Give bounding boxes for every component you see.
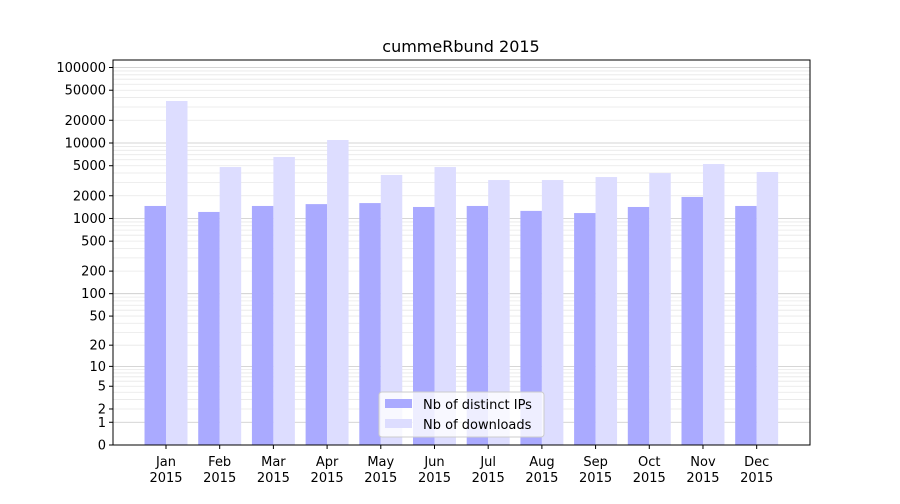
bar-downloads bbox=[380, 174, 403, 445]
bar-distinct-ips bbox=[413, 206, 435, 445]
bar-downloads bbox=[541, 180, 564, 446]
bar-downloads bbox=[327, 139, 349, 445]
y-tick-label: 20000 bbox=[65, 114, 106, 129]
y-tick-label: 50 bbox=[89, 310, 106, 325]
x-tick-label: Dec bbox=[744, 455, 769, 470]
y-tick-label: 500 bbox=[81, 235, 106, 250]
y-tick-label: 10000 bbox=[65, 136, 106, 151]
x-tick-label: 2015 bbox=[418, 471, 451, 486]
y-tick-label: 20 bbox=[89, 339, 106, 354]
bar-downloads bbox=[649, 173, 671, 446]
x-tick-label: 2015 bbox=[686, 471, 719, 486]
bar-downloads bbox=[434, 167, 456, 446]
bar-distinct-ips bbox=[251, 205, 274, 445]
y-tick-label: 5 bbox=[98, 380, 106, 395]
legend-label: Nb of downloads bbox=[423, 418, 532, 433]
y-tick-label: 2 bbox=[98, 402, 106, 417]
y-tick-label: 5000 bbox=[73, 159, 106, 174]
x-tick-label: 2015 bbox=[472, 471, 505, 486]
x-tick-label: Jun bbox=[423, 455, 444, 470]
x-tick-label: 2015 bbox=[257, 471, 290, 486]
bar-distinct-ips bbox=[574, 213, 596, 445]
x-tick-label: 2015 bbox=[740, 471, 773, 486]
bar-distinct-ips bbox=[627, 206, 650, 445]
legend-swatch bbox=[385, 419, 412, 428]
bar-distinct-ips bbox=[305, 204, 328, 445]
bar-downloads bbox=[702, 164, 725, 446]
chart-title: cummeRbund 2015 bbox=[382, 37, 539, 56]
axes-frame bbox=[112, 59, 811, 446]
bar-downloads bbox=[166, 100, 188, 445]
x-tick-label: Jan bbox=[155, 455, 176, 470]
x-tick-label: 2015 bbox=[149, 471, 182, 486]
bar-distinct-ips bbox=[466, 205, 489, 445]
legend-label: Nb of distinct IPs bbox=[423, 398, 532, 413]
x-tick-label: Jul bbox=[479, 455, 496, 470]
bar-downloads bbox=[488, 180, 510, 446]
y-tick-label: 2000 bbox=[73, 189, 106, 204]
y-tick-label: 100 bbox=[81, 287, 106, 302]
y-tick-label: 10 bbox=[89, 360, 106, 375]
legend-box bbox=[378, 391, 545, 438]
bar-distinct-ips bbox=[198, 211, 220, 445]
bar-distinct-ips bbox=[681, 196, 703, 445]
bar-downloads bbox=[273, 156, 295, 445]
legend-swatch bbox=[385, 399, 412, 408]
x-tick-label: 2015 bbox=[364, 471, 397, 486]
x-tick-label: 2015 bbox=[203, 471, 236, 486]
x-tick-label: Mar bbox=[261, 455, 286, 470]
bar-distinct-ips bbox=[520, 210, 542, 445]
legend: Nb of distinct IPs Nb of downloads bbox=[378, 391, 545, 438]
bar-downloads bbox=[219, 167, 242, 446]
y-tick-label: 50000 bbox=[65, 84, 106, 99]
bar-downloads bbox=[756, 171, 779, 445]
x-tick-label: 2015 bbox=[579, 471, 612, 486]
x-tick-label: 2015 bbox=[525, 471, 558, 486]
x-tick-label: 2015 bbox=[633, 471, 666, 486]
x-tick-label: Oct bbox=[638, 455, 660, 470]
x-tick-label: Apr bbox=[316, 455, 339, 470]
x-tick-label: Aug bbox=[529, 455, 554, 470]
bar-distinct-ips bbox=[735, 205, 757, 445]
bar-downloads bbox=[595, 177, 618, 445]
y-tick-label: 1000 bbox=[73, 212, 106, 227]
x-tick-label: Sep bbox=[583, 455, 608, 470]
y-tick-label: 0 bbox=[98, 439, 106, 454]
x-tick-label: Feb bbox=[208, 455, 231, 470]
bar-distinct-ips bbox=[144, 205, 166, 445]
y-tick-label: 200 bbox=[81, 265, 106, 280]
x-tick-label: Nov bbox=[690, 455, 716, 470]
y-tick-label: 100000 bbox=[56, 61, 106, 76]
x-tick-label: May bbox=[367, 455, 394, 470]
y-tick-label: 1 bbox=[98, 416, 106, 431]
x-tick-label: 2015 bbox=[311, 471, 344, 486]
bar-distinct-ips bbox=[359, 203, 381, 445]
